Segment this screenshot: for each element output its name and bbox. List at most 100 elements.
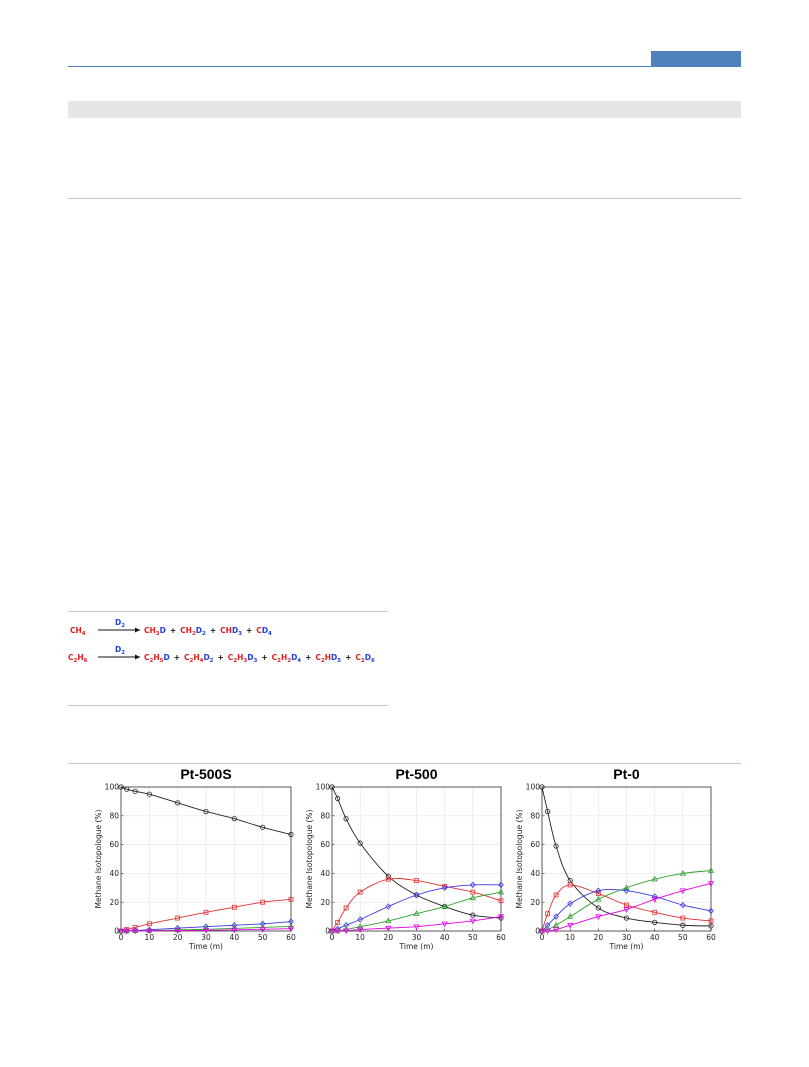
data-point-triangle-up bbox=[623, 884, 630, 890]
data-point-circle bbox=[329, 784, 335, 790]
data-point-triangle-down bbox=[334, 928, 341, 935]
x-tick-label: 60 bbox=[496, 933, 506, 942]
series-line-3 bbox=[541, 889, 712, 932]
y-tick-label: 40 bbox=[109, 869, 119, 878]
data-point-square bbox=[357, 889, 363, 895]
data-point-square bbox=[595, 891, 601, 896]
arrowhead-icon bbox=[135, 654, 140, 660]
data-point-triangle-up bbox=[651, 875, 658, 882]
data-point-triangle-down bbox=[146, 928, 153, 935]
y-tick-label: 100 bbox=[526, 783, 541, 792]
x-axis-label: Time (m) bbox=[399, 942, 434, 951]
data-point-circle bbox=[708, 923, 714, 929]
ethane-product: C2​H3​D3​ bbox=[228, 653, 258, 664]
data-point-circle bbox=[124, 786, 130, 792]
divider-top bbox=[68, 198, 741, 199]
x-tick-label: 60 bbox=[286, 933, 296, 942]
ethane-product: C2​H5​D bbox=[144, 653, 170, 664]
ethane-product: C2​HD5​ bbox=[315, 653, 341, 664]
data-point-triangle-down bbox=[651, 897, 658, 903]
data-point-triangle-down bbox=[343, 928, 350, 935]
data-point-diamond bbox=[595, 887, 602, 894]
data-point-triangle-up bbox=[497, 888, 505, 895]
data-point-square bbox=[680, 915, 686, 921]
chart-panel-2: Pt-500 0 10 20 30 40 50 60 0 20 40 60 80 100 Time (m) M… bbox=[305, 766, 506, 951]
y-axis-label: Methane Isotopologue (%) bbox=[305, 809, 314, 908]
data-point-circle bbox=[539, 784, 545, 790]
data-point-triangle-down bbox=[497, 914, 505, 921]
ethane-product: C2​H4​D2​ bbox=[184, 653, 214, 664]
x-tick-label: 40 bbox=[230, 933, 240, 942]
data-point-diamond bbox=[679, 901, 686, 909]
y-axis-label: Methane Isotopologue (%) bbox=[515, 809, 524, 908]
series-line-5 bbox=[331, 916, 502, 932]
y-tick-label: 40 bbox=[320, 869, 330, 878]
data-point-triangle-down bbox=[385, 925, 392, 932]
data-point-triangle-down bbox=[544, 928, 551, 935]
x-tick-label: 20 bbox=[594, 933, 604, 942]
y-tick-label: 80 bbox=[109, 811, 119, 820]
data-point-triangle-down bbox=[231, 927, 238, 934]
data-point-square bbox=[385, 876, 391, 882]
methane-product: CHD3​ bbox=[220, 626, 242, 637]
chart-panel-3: Pt-0 0 10 20 30 40 50 60 0 20 40 60 80 100 Time (m) Met… bbox=[515, 766, 716, 951]
header-tab bbox=[651, 51, 741, 66]
chart-title: Pt-0 bbox=[613, 766, 640, 782]
data-point-square bbox=[335, 919, 341, 925]
y-tick-label: 0 bbox=[325, 927, 330, 936]
scheme-rule-top bbox=[68, 611, 388, 612]
y-tick-label: 20 bbox=[530, 898, 540, 907]
y-axis-label: Methane Isotopologue (%) bbox=[94, 809, 103, 908]
data-point-triangle-down bbox=[567, 923, 574, 929]
chart-title: Pt-500 bbox=[395, 766, 437, 782]
data-point-diamond bbox=[413, 891, 420, 899]
data-point-triangle-up bbox=[146, 927, 153, 933]
methane-product: + bbox=[246, 626, 252, 635]
x-tick-label: 0 bbox=[540, 933, 545, 942]
data-point-circle bbox=[118, 784, 124, 790]
data-point-triangle-down bbox=[123, 928, 130, 935]
x-tick-label: 50 bbox=[678, 933, 688, 942]
data-point-square bbox=[708, 918, 714, 924]
y-tick-label: 0 bbox=[114, 927, 119, 936]
y-tick-label: 20 bbox=[109, 898, 119, 907]
data-point-triangle-down bbox=[259, 927, 266, 933]
data-point-triangle-down bbox=[357, 927, 364, 933]
series-line-5 bbox=[541, 883, 712, 932]
data-point-square bbox=[652, 909, 658, 915]
data-point-square bbox=[175, 915, 181, 921]
data-point-triangle-up bbox=[174, 926, 181, 933]
data-point-circle bbox=[175, 800, 181, 806]
data-point-square bbox=[203, 909, 209, 915]
data-point-triangle-down bbox=[441, 921, 448, 928]
x-tick-label: 60 bbox=[706, 933, 716, 942]
data-point-triangle-down bbox=[538, 928, 546, 935]
data-point-diamond bbox=[567, 900, 574, 907]
ethane-product: + bbox=[345, 653, 351, 662]
data-point-square bbox=[553, 892, 559, 898]
y-tick-label: 60 bbox=[320, 840, 330, 849]
series-line-5 bbox=[121, 928, 292, 932]
gray-band bbox=[68, 101, 741, 118]
data-point-circle bbox=[132, 788, 138, 794]
series-line-1 bbox=[331, 786, 502, 919]
data-point-circle bbox=[343, 816, 349, 822]
data-point-triangle-down bbox=[174, 928, 181, 935]
exchange-scheme: CH4​ D2 CH3​D + CH2​D2​ + CHD3​ + CD4​ C2​H6​ D2 C2… bbox=[68, 618, 375, 664]
x-tick-label: 30 bbox=[201, 933, 211, 942]
arrowhead-icon bbox=[135, 627, 140, 633]
data-point-triangle-up bbox=[287, 922, 295, 929]
x-tick-label: 20 bbox=[384, 933, 394, 942]
reagent-label: D2 bbox=[115, 645, 125, 656]
data-point-square bbox=[567, 882, 573, 888]
data-point-triangle-up bbox=[413, 910, 420, 916]
data-point-diamond bbox=[357, 916, 364, 923]
ethane-product: C2​H2​D4​ bbox=[272, 653, 302, 664]
data-point-triangle-down bbox=[202, 928, 210, 934]
x-tick-label: 50 bbox=[258, 933, 268, 942]
x-tick-label: 20 bbox=[173, 933, 183, 942]
series-line-3 bbox=[331, 884, 502, 932]
x-axis-label: Time (m) bbox=[188, 942, 223, 951]
data-point-circle bbox=[203, 808, 209, 815]
data-point-diamond bbox=[708, 907, 714, 915]
